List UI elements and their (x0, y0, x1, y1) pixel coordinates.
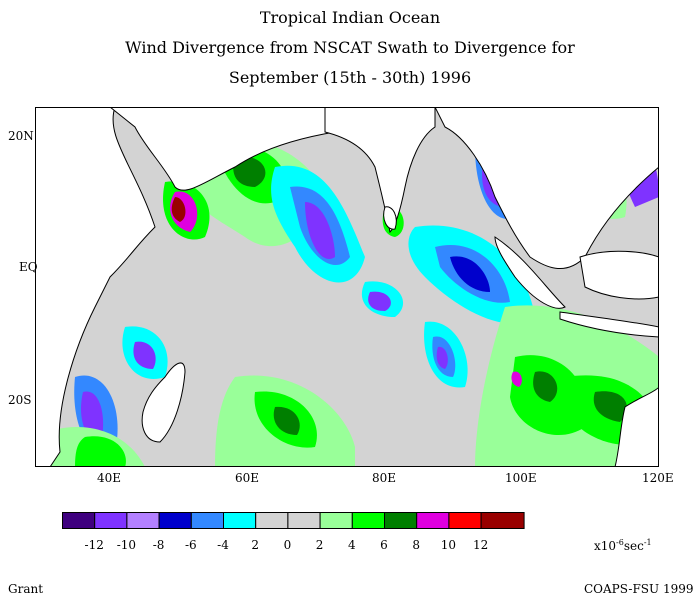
units-exponent: -6 (616, 538, 624, 547)
colorbar-tick-label: 6 (380, 538, 388, 552)
colorbar-swatch (416, 512, 450, 529)
colorbar-tick-label: -4 (217, 538, 229, 552)
land-australia (614, 386, 659, 467)
colorbar-swatch (480, 512, 525, 529)
title-line-1: Tropical Indian Ocean (259, 8, 441, 27)
y-tick-label: 20S (8, 393, 32, 407)
colorbar-swatch (448, 512, 482, 529)
units-sec: sec (623, 539, 644, 553)
y-tick-label: EQ (19, 260, 38, 274)
colorbar-swatch (384, 512, 418, 529)
colorbar-tick-label: 2 (315, 538, 324, 552)
land-madagascar (141, 362, 186, 443)
land-borneo (579, 250, 659, 300)
x-tick-label: 80E (372, 471, 397, 485)
colorbar-swatch (62, 512, 96, 529)
units-prefix: x10 (594, 539, 617, 553)
x-tick-label: 120E (642, 471, 674, 485)
colorbar-tick-label: -6 (184, 538, 197, 552)
colorbar (62, 512, 525, 529)
x-tick-label: 100E (505, 471, 537, 485)
colorbar-tick-label: 2 (251, 538, 259, 552)
land-sri-lanka (383, 206, 397, 230)
colorbar-swatch (158, 512, 192, 529)
colorbar-swatch (94, 512, 128, 529)
colorbar-tick-label: 4 (347, 538, 356, 552)
colorbar-tick-label: 12 (472, 538, 489, 552)
colorbar-swatch (223, 512, 257, 529)
land-africa (35, 107, 156, 467)
title-line-3: September (15th - 30th) 1996 (228, 68, 472, 87)
footer-author: Grant (8, 582, 44, 596)
units-sec-exponent: -1 (643, 538, 652, 547)
colorbar-swatch (319, 512, 353, 529)
x-tick-label: 40E (97, 471, 122, 485)
colorbar-tick-label: 10 (440, 538, 457, 552)
footer-credit: COAPS-FSU 1999 (584, 582, 694, 596)
y-tick-label: 20N (8, 129, 34, 143)
colorbar-tick-label: -12 (84, 538, 104, 552)
divergence-contours (35, 116, 659, 467)
colorbar-tick-label: 0 (283, 538, 292, 552)
title-line-2: Wind Divergence from NSCAT Swath to Dive… (125, 38, 575, 57)
land-masses (35, 107, 659, 467)
colorbar-tick-label: -8 (152, 538, 165, 552)
colorbar-swatch (255, 512, 289, 529)
land-india (324, 107, 436, 234)
land-sumatra (494, 236, 566, 309)
colorbar-swatch (287, 512, 321, 529)
land-southeast-asia (434, 107, 659, 270)
land-java (559, 311, 659, 338)
colorbar-swatch (190, 512, 225, 529)
colorbar-tick-label: 8 (412, 538, 420, 552)
colorbar-units: x10-6sec-1 (594, 538, 652, 553)
colorbar-tick-label: -10 (116, 538, 137, 552)
colorbar-swatch (126, 512, 160, 529)
colorbar-swatch (351, 512, 385, 529)
x-tick-label: 60E (235, 471, 260, 485)
map-frame (35, 107, 659, 467)
divergence-map (35, 107, 659, 467)
